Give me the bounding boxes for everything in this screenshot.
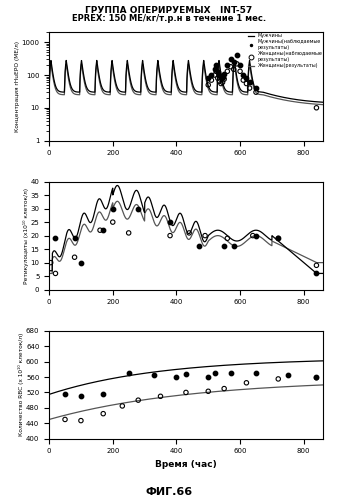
- Point: [62, 416, 68, 424]
- Point: [314, 373, 319, 381]
- Point: [244, 79, 249, 87]
- Point: [234, 60, 240, 68]
- Point: [215, 68, 220, 76]
- Text: EPREX: 150 МЕ/кг/т.р.н в течение 1 мес.: EPREX: 150 МЕ/кг/т.р.н в течение 1 мес.: [72, 14, 266, 23]
- Point: [212, 71, 217, 79]
- Point: [221, 70, 227, 78]
- Point: [250, 232, 256, 240]
- Y-axis label: Ретикулоциты (x10¹⁰ клеток/л): Ретикулоциты (x10¹⁰ клеток/л): [23, 188, 29, 283]
- Point: [225, 67, 230, 75]
- Point: [110, 218, 116, 226]
- Point: [209, 71, 214, 79]
- Point: [218, 79, 224, 87]
- Point: [231, 58, 236, 66]
- Point: [136, 205, 141, 213]
- Point: [206, 387, 211, 395]
- Point: [275, 375, 281, 383]
- Point: [215, 74, 220, 82]
- Point: [120, 402, 125, 410]
- Point: [187, 229, 192, 237]
- X-axis label: Время (час): Время (час): [155, 460, 217, 469]
- Legend: Мужчины, Мужчины(наблюдаемые
результаты), Женщины(наблюдаемые
результаты), Женщи: Мужчины, Мужчины(наблюдаемые результаты)…: [247, 33, 323, 69]
- Point: [209, 76, 214, 84]
- Point: [72, 253, 77, 261]
- Point: [314, 261, 319, 269]
- Point: [244, 379, 249, 387]
- Point: [221, 75, 227, 83]
- Point: [110, 205, 116, 213]
- Point: [253, 369, 259, 377]
- Point: [221, 385, 227, 393]
- Point: [220, 78, 225, 86]
- Point: [202, 232, 208, 240]
- Point: [275, 235, 281, 243]
- Point: [53, 235, 58, 243]
- Point: [100, 410, 106, 418]
- Point: [314, 269, 319, 277]
- Point: [183, 388, 189, 396]
- Point: [78, 258, 83, 266]
- Point: [174, 373, 179, 381]
- Point: [196, 243, 201, 250]
- Point: [247, 84, 252, 92]
- Point: [218, 74, 224, 82]
- Point: [253, 232, 259, 240]
- Point: [237, 67, 243, 75]
- Point: [231, 243, 236, 250]
- Point: [241, 76, 246, 84]
- Point: [151, 371, 157, 379]
- Point: [126, 229, 131, 237]
- Point: [206, 373, 211, 381]
- Point: [247, 78, 252, 86]
- Point: [97, 226, 103, 234]
- Point: [78, 417, 83, 425]
- Text: ФИГ.66: ФИГ.66: [145, 487, 193, 497]
- Point: [221, 243, 227, 250]
- Point: [234, 51, 240, 59]
- Point: [225, 235, 230, 243]
- Point: [228, 369, 233, 377]
- Point: [217, 71, 222, 79]
- Point: [167, 218, 173, 226]
- Y-axis label: Количество RBC (x 10¹⁰ клеток/л): Количество RBC (x 10¹⁰ клеток/л): [19, 333, 24, 437]
- Point: [253, 84, 259, 92]
- Point: [72, 235, 77, 243]
- Point: [78, 392, 83, 400]
- Point: [285, 371, 290, 379]
- Point: [126, 369, 131, 377]
- Point: [314, 104, 319, 112]
- Point: [214, 61, 219, 69]
- Point: [228, 55, 233, 63]
- Point: [212, 369, 217, 377]
- Point: [214, 67, 219, 75]
- Point: [100, 390, 106, 398]
- Point: [212, 65, 217, 73]
- Point: [220, 72, 225, 80]
- Point: [100, 226, 106, 234]
- Point: [48, 258, 53, 266]
- Point: [53, 269, 58, 277]
- Point: [206, 81, 211, 89]
- Point: [314, 374, 319, 382]
- Point: [237, 61, 243, 69]
- Point: [136, 396, 141, 404]
- Point: [183, 370, 189, 378]
- Point: [167, 232, 173, 240]
- Point: [225, 61, 230, 69]
- Point: [231, 65, 236, 73]
- Point: [244, 74, 249, 82]
- Text: ГРУППА ОПЕРИРУЕМЫХ   INT-57: ГРУППА ОПЕРИРУЕМЫХ INT-57: [86, 6, 252, 15]
- Point: [253, 88, 259, 96]
- Point: [206, 74, 211, 82]
- Point: [62, 390, 68, 398]
- Point: [217, 77, 222, 85]
- Point: [158, 392, 163, 400]
- Y-axis label: Концентрация rHuEPO (МЕ/л): Концентрация rHuEPO (МЕ/л): [15, 41, 20, 132]
- Point: [275, 235, 281, 243]
- Point: [241, 71, 246, 79]
- Point: [228, 63, 233, 71]
